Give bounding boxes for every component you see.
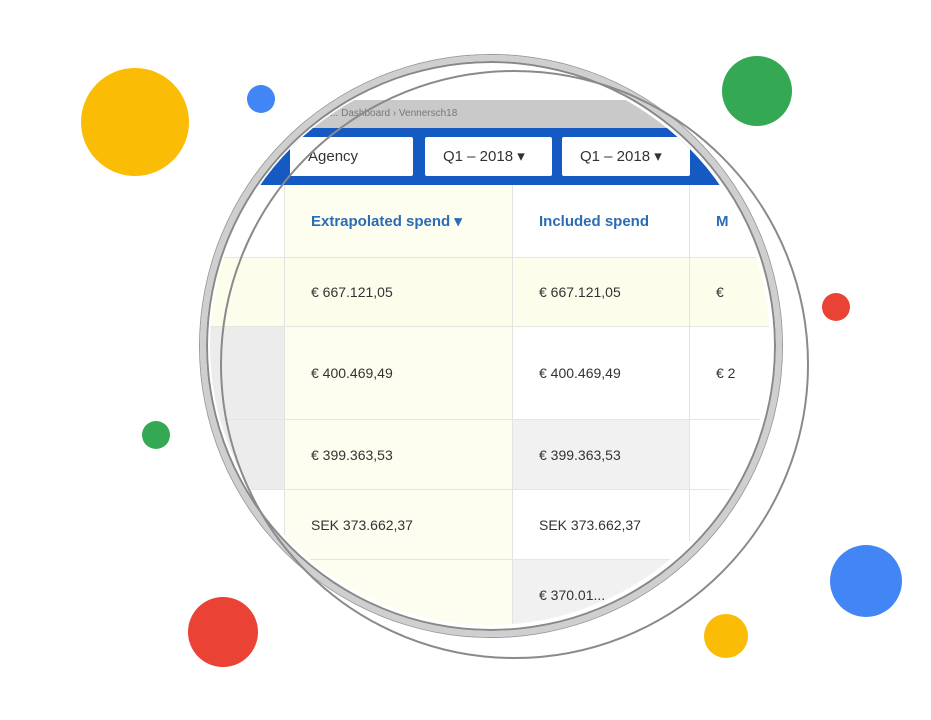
period-to-dropdown[interactable]: Q1 – 2018 ▾: [562, 137, 690, 176]
row-label-cell: [210, 327, 285, 420]
table-cell: € 2: [690, 327, 770, 420]
blue-dot: [830, 545, 902, 617]
table-cell: € 399.363,53: [285, 420, 513, 490]
row-label-cell: [210, 490, 285, 560]
agency-filter[interactable]: Agency: [290, 137, 413, 176]
table-cell: SEK 373.662,37: [285, 490, 513, 560]
yellow-dot: [81, 68, 189, 176]
table-cell: € 667.121,05: [513, 258, 690, 327]
breadcrumb: ... Dashboard › Vennersch18: [210, 100, 770, 128]
table-cell: € 399.363,53: [513, 420, 690, 490]
table-cell: ...0,56: [285, 560, 513, 625]
table-cell: SEK 373.662,37: [513, 490, 690, 560]
row-label-cell: [210, 258, 285, 327]
column-header[interactable]: Included spend: [513, 185, 690, 258]
row-label-cell: [210, 560, 285, 625]
magnifier-lens: ... Dashboard › Vennersch18 Agency Q1 – …: [210, 65, 770, 625]
green-dot: [142, 421, 170, 449]
table-cell: [690, 490, 770, 560]
period-from-dropdown[interactable]: Q1 – 2018 ▾: [425, 137, 552, 176]
column-header[interactable]: Extrapolated spend ▾: [285, 185, 513, 258]
red-dot: [822, 293, 850, 321]
table-cell: € 400.469,49: [513, 327, 690, 420]
table-cell: € 370.01...: [513, 560, 690, 625]
row-label-cell: [210, 185, 285, 258]
table-cell: [690, 560, 770, 625]
column-header[interactable]: M: [690, 185, 770, 258]
row-label-cell: [210, 420, 285, 490]
table-cell: €: [690, 258, 770, 327]
table-cell: € 400.469,49: [285, 327, 513, 420]
filter-toolbar: Agency Q1 – 2018 ▾ Q1 – 2018 ▾: [210, 128, 770, 185]
table-cell: € 667.121,05: [285, 258, 513, 327]
table-cell: [690, 420, 770, 490]
